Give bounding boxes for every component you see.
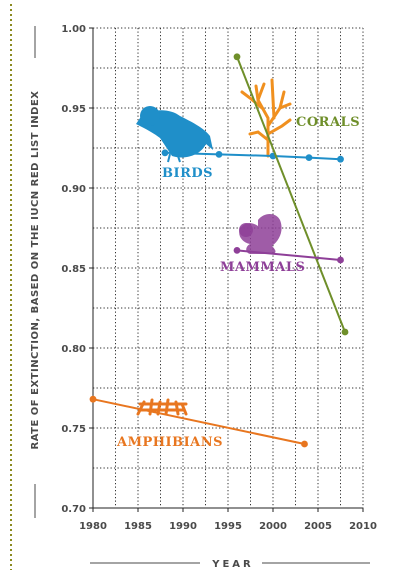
- y-tick-label: 0.85: [61, 264, 86, 275]
- corals-series-label: CORALS: [296, 115, 360, 130]
- x-tick-label: 2000: [259, 521, 287, 532]
- x-tick-labels: 1980 1985 1990 1995 2000 2005 2010: [79, 508, 377, 532]
- amphibians-point: [301, 440, 308, 448]
- y-tick-label: 0.80: [61, 344, 86, 355]
- y-tick-label: 0.70: [61, 504, 86, 515]
- y-tick-label: 1.00: [61, 24, 86, 35]
- birds-line: [164, 151, 341, 161]
- birds-point: [337, 155, 344, 163]
- birds-point: [161, 149, 169, 157]
- mammals-point: [233, 247, 241, 254]
- x-tick-label: 1985: [124, 521, 152, 532]
- frog-icon: [136, 398, 188, 416]
- y-tick-labels: 0.70 0.75 0.80 0.85 0.90 0.95 1.00: [61, 24, 93, 515]
- corals-line: [236, 56, 346, 333]
- birds-point: [305, 154, 313, 162]
- squirrel-icon: [239, 214, 282, 254]
- birds-series-label: BIRDS: [162, 166, 213, 181]
- y-tick-label: 0.95: [61, 104, 86, 115]
- mammals-line: [236, 249, 341, 261]
- x-tick-label: 1995: [214, 521, 242, 532]
- x-tick-label: 2010: [349, 521, 377, 532]
- series-layer: [89, 53, 349, 448]
- corals-point: [341, 328, 349, 336]
- x-tick-label: 1990: [169, 521, 197, 532]
- series-labels: BIRDS CORALS MAMMALS AMPHIBIANS: [116, 115, 360, 450]
- x-axis-title: YEAR: [211, 559, 254, 570]
- mammals-point: [337, 256, 344, 264]
- x-tick-label: 1980: [79, 521, 107, 532]
- mammals-series-label: MAMMALS: [220, 260, 305, 275]
- birds-point: [215, 151, 223, 158]
- amphibians-series-label: AMPHIBIANS: [116, 435, 223, 450]
- coral-icon: [240, 78, 292, 158]
- amphibians-line: [92, 398, 305, 445]
- bird-icon: [136, 106, 213, 163]
- x-tick-label: 2005: [304, 521, 332, 532]
- y-axis-title: RATE OF EXTINCTION, BASED ON THE IUCN RE…: [30, 91, 41, 450]
- amphibians-point: [89, 395, 97, 403]
- y-tick-label: 0.90: [61, 184, 86, 195]
- y-tick-label: 0.75: [61, 424, 86, 435]
- corals-point: [233, 53, 241, 61]
